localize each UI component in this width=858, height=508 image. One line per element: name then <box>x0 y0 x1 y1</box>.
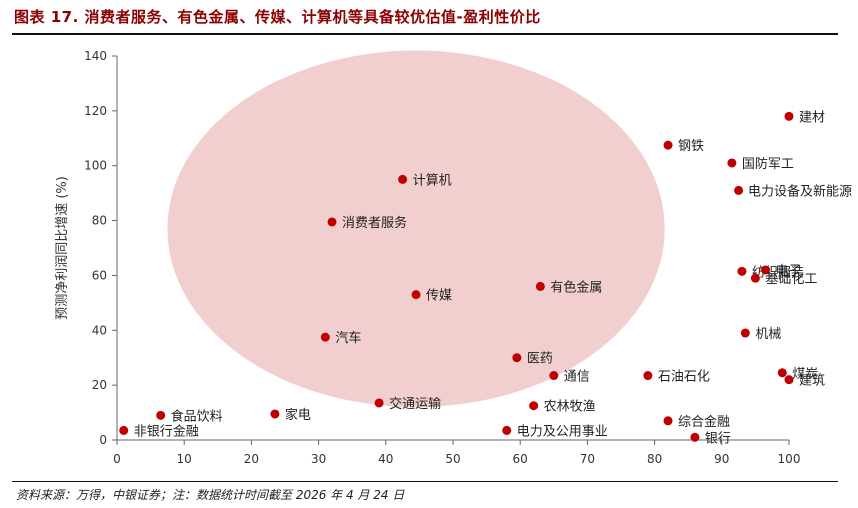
data-point <box>750 273 760 283</box>
x-tick-label: 80 <box>647 452 662 466</box>
source-note: 资料来源：万得，中银证券；注：数据统计时间截至 2026 年 4 月 24 日 <box>16 488 405 502</box>
data-point <box>734 185 744 195</box>
data-point-label: 电力设备及新能源 <box>748 183 852 199</box>
y-tick-label: 140 <box>84 49 107 63</box>
data-point <box>777 368 787 378</box>
data-point <box>535 281 545 291</box>
data-point-label: 食品饮料 <box>171 408 223 424</box>
data-point <box>784 375 794 385</box>
data-point <box>690 432 700 442</box>
x-tick-label: 100 <box>778 452 801 466</box>
data-point <box>663 140 673 150</box>
data-point-label: 电力及公用事业 <box>517 424 608 439</box>
data-point <box>784 111 794 121</box>
data-point <box>502 425 512 435</box>
x-tick-label: 0 <box>113 452 121 466</box>
y-tick-label: 0 <box>99 433 107 447</box>
data-point-label: 国防军工 <box>742 156 794 172</box>
data-point-label: 石油石化 <box>658 370 710 385</box>
data-point <box>663 416 673 426</box>
y-axis-label: 预测净利润同比增速 (%) <box>55 176 70 320</box>
x-tick-label: 10 <box>177 452 192 466</box>
x-tick-label: 70 <box>580 452 595 466</box>
data-point <box>740 328 750 338</box>
data-point-label: 家电 <box>285 407 311 423</box>
y-tick-label: 80 <box>92 214 107 228</box>
data-point <box>320 332 330 342</box>
x-tick-label: 90 <box>714 452 729 466</box>
data-point-label: 非银行金融 <box>134 423 199 439</box>
data-point <box>760 265 770 275</box>
data-point-label: 消费者服务 <box>342 215 407 231</box>
data-point-label: 煤炭 <box>792 367 818 382</box>
data-point-label: 建筑 <box>799 373 825 389</box>
data-point-label: 计算机 <box>413 173 452 188</box>
data-point <box>398 174 408 184</box>
highlight-ellipse <box>167 50 665 408</box>
data-point-label: 银行 <box>705 431 731 446</box>
x-tick-label: 30 <box>311 452 326 466</box>
data-point <box>512 353 522 363</box>
top-rule <box>12 33 838 35</box>
data-point-label: 建材 <box>799 110 825 125</box>
data-point <box>156 410 166 420</box>
data-point <box>529 401 539 411</box>
data-point-label: 农林牧渔 <box>544 400 596 415</box>
data-point <box>727 158 737 168</box>
y-tick-label: 100 <box>84 159 107 173</box>
data-point <box>119 425 129 435</box>
data-point-label: 交通运输 <box>389 396 441 412</box>
data-point-label: 机械 <box>755 327 781 342</box>
y-tick-label: 40 <box>92 323 107 337</box>
data-point <box>643 371 653 381</box>
data-point-label: 电子 <box>775 264 801 279</box>
data-point-label: 传媒 <box>426 289 452 304</box>
data-point-label: 综合金融 <box>678 414 730 430</box>
data-point <box>411 290 421 300</box>
data-point <box>374 398 384 408</box>
x-tick-label: 50 <box>445 452 460 466</box>
data-point <box>737 266 747 276</box>
x-tick-label: 60 <box>513 452 528 466</box>
y-tick-label: 60 <box>92 268 107 282</box>
bottom-rule <box>12 481 838 482</box>
data-point <box>549 371 559 381</box>
data-point-label: 有色金属 <box>550 279 602 295</box>
data-point-label: 基础化工 <box>765 272 817 287</box>
data-point-label: 钢铁 <box>678 139 704 154</box>
data-point-label: 医药 <box>527 352 553 367</box>
y-tick-label: 120 <box>84 104 107 118</box>
data-point-label: 汽车 <box>335 330 361 346</box>
data-point <box>327 217 337 227</box>
y-tick-label: 20 <box>92 378 107 392</box>
data-point-label: 通信 <box>564 370 590 385</box>
chart-title: 图表 17. 消费者服务、有色金属、传媒、计算机等具备较优估值-盈利性价比 <box>14 8 541 26</box>
x-tick-label: 20 <box>244 452 259 466</box>
x-tick-label: 40 <box>378 452 393 466</box>
data-point <box>270 409 280 419</box>
